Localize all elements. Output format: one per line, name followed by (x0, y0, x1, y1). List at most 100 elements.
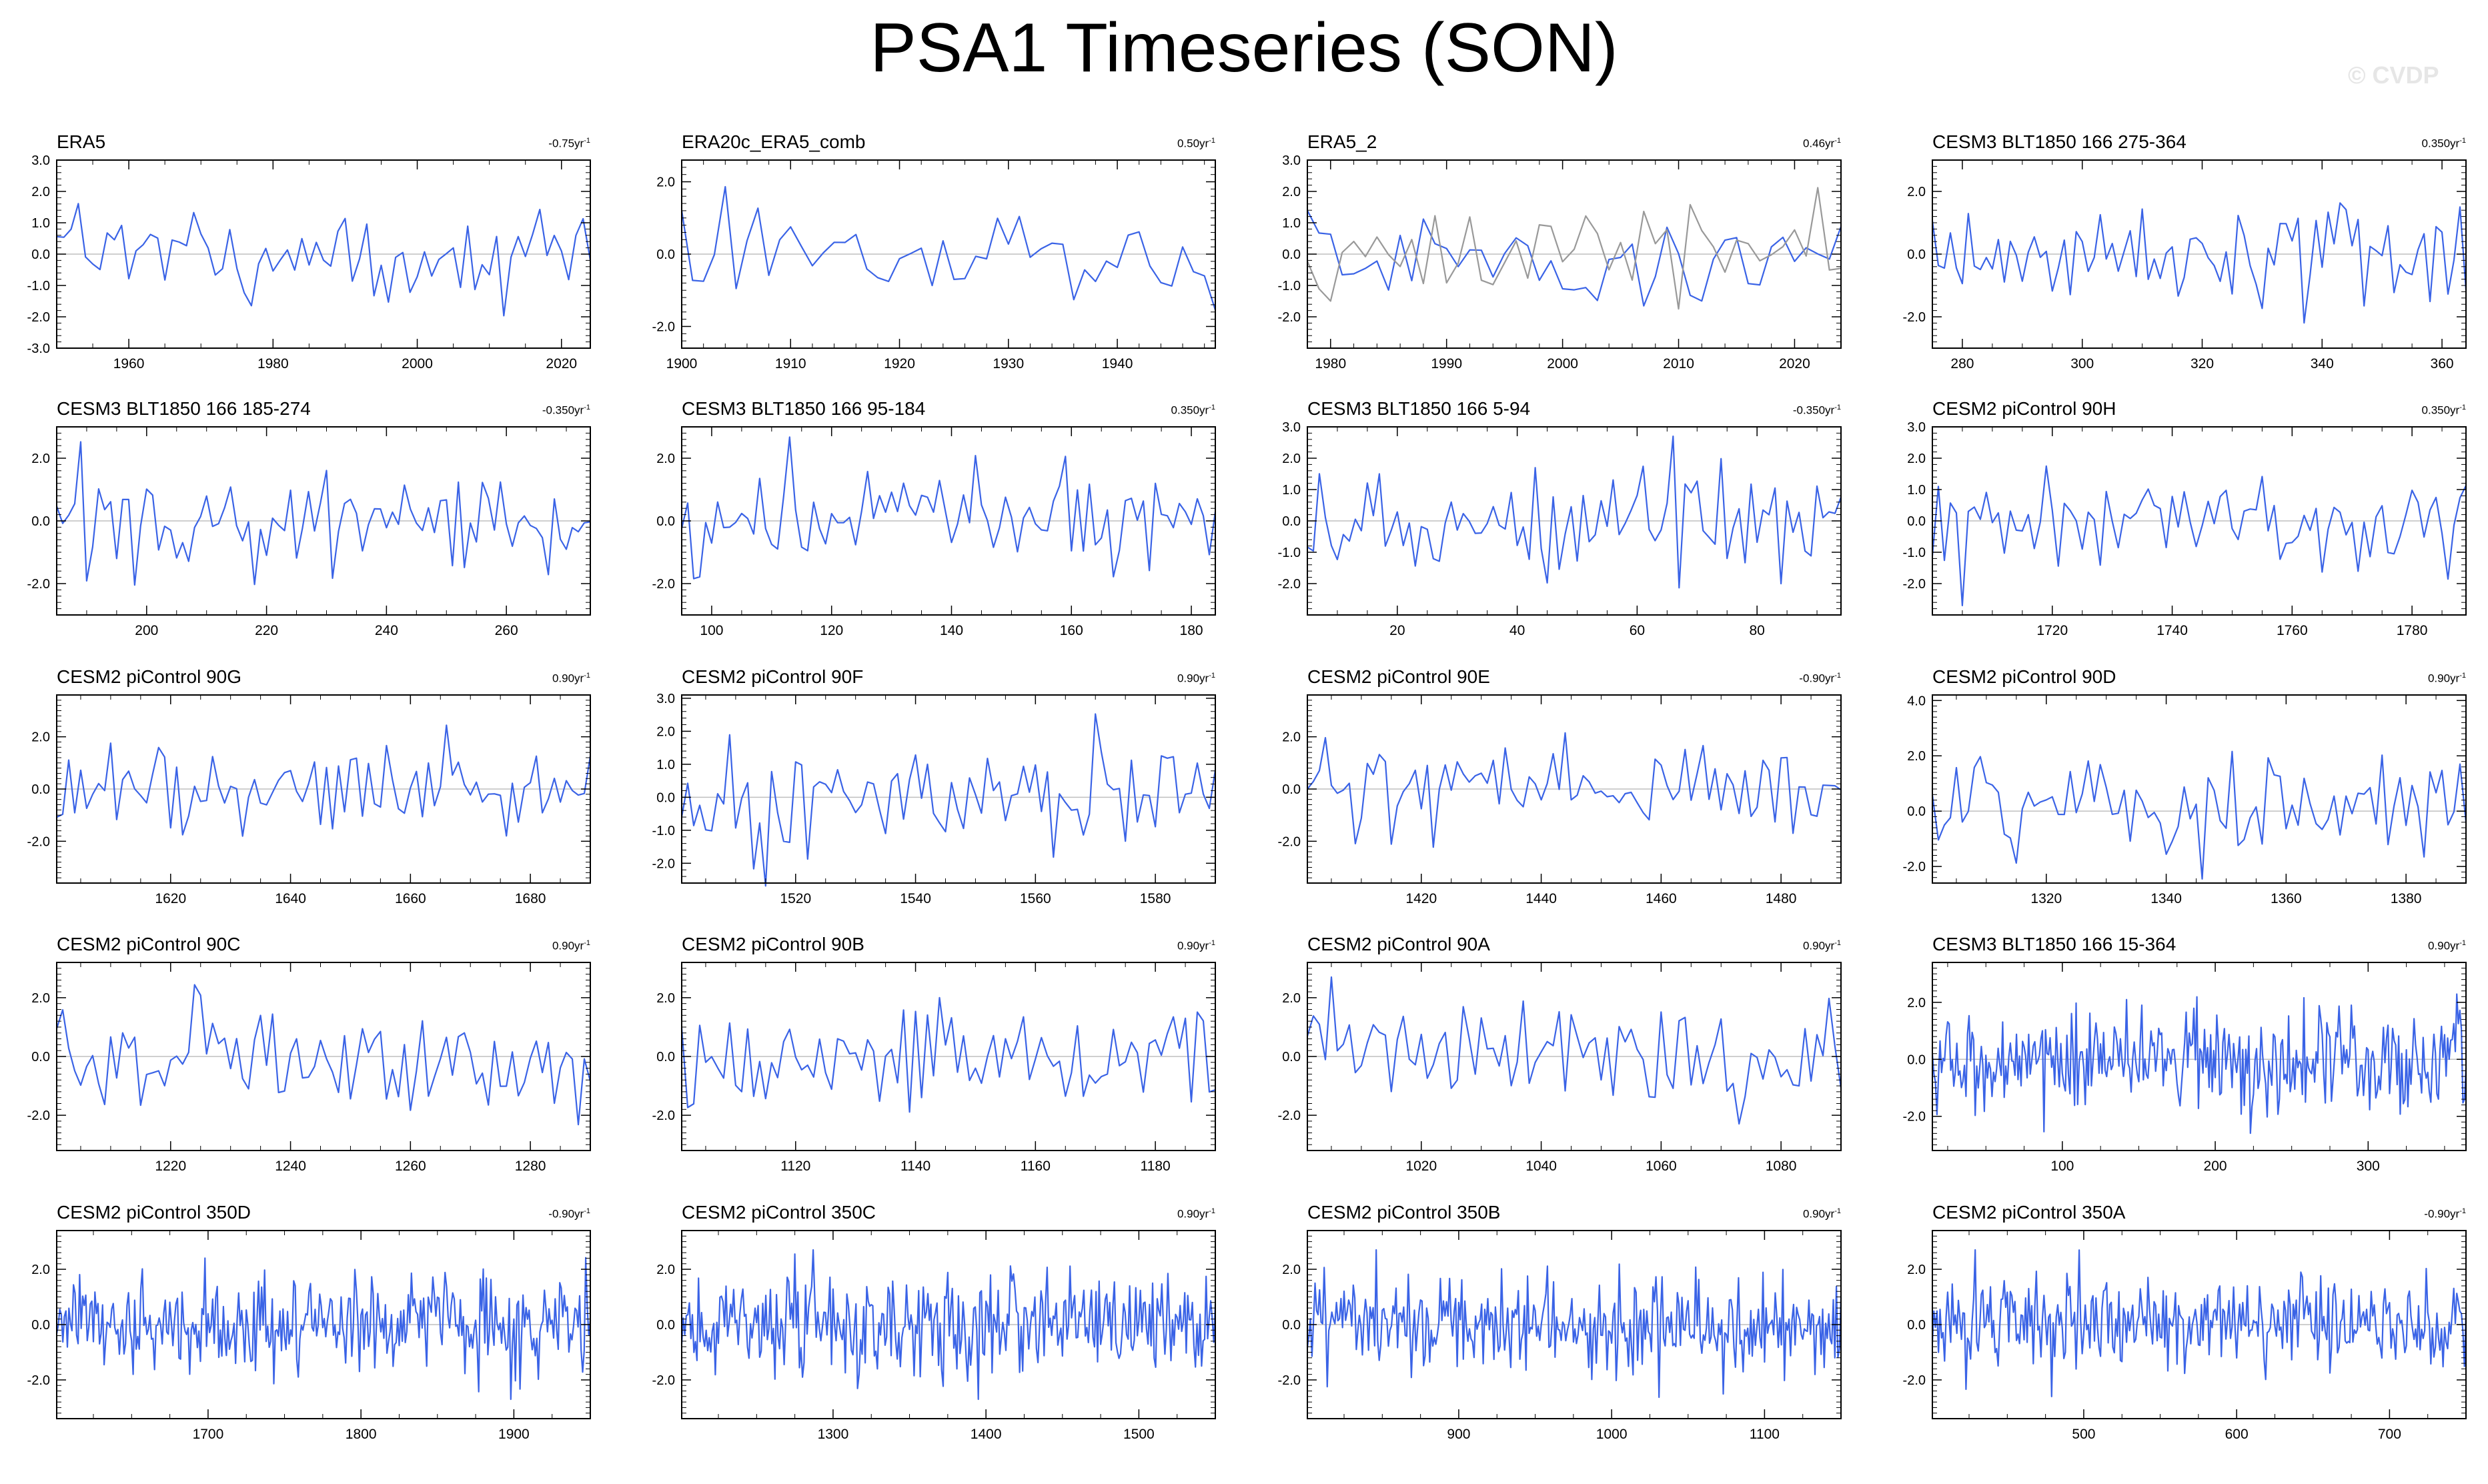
x-tick-label: 1480 (1766, 891, 1797, 906)
y-tick-label: -1.0 (1903, 546, 1926, 560)
y-tick-label: 1.0 (656, 758, 675, 772)
panel-title: CESM3 BLT1850 166 275-364 (1932, 131, 2187, 152)
x-tick-label: 1900 (498, 1427, 530, 1442)
y-tick-label: 0.0 (1907, 804, 1926, 819)
series-line (1931, 993, 2467, 1135)
series-line (680, 436, 1217, 580)
panel-plot: -2.0 -1.0 0.0 1.0 2.0 3.0 1980 1990 2000 2010 2020 (1278, 153, 1842, 372)
x-tick-label: 1920 (884, 356, 915, 372)
panel-plot: -2.0 -1.0 0.0 1.0 2.0 3.0 1720 1740 1760 1780 (1903, 420, 2467, 638)
series-line (1307, 732, 1842, 848)
trend-exponent: -1 (1209, 672, 1215, 680)
x-tick-label: 60 (1630, 623, 1645, 638)
x-tick-label: 2000 (402, 356, 433, 372)
x-tick-label: 2010 (1663, 356, 1694, 372)
series-line (55, 1257, 592, 1401)
y-tick-label: -2.0 (1903, 1110, 1926, 1125)
y-tick-label: -1.0 (652, 824, 675, 838)
panel-trend: 0.90yr-1 (552, 668, 590, 686)
y-tick-label: 0.0 (31, 247, 50, 262)
chart-panel: CESM3 BLT1850 166 5-94 -0.350yr-1 -2.0 -1.0… (1278, 398, 1842, 638)
series-line (1307, 209, 1842, 307)
series-line (680, 713, 1217, 887)
panel-trend: 0.50yr-1 (1177, 133, 1215, 151)
x-tick-label: 1940 (1102, 356, 1133, 372)
trend-value: -0.90yr (1799, 672, 1835, 685)
y-tick-label: -2.0 (1278, 1108, 1301, 1123)
x-tick-label: 1760 (2277, 623, 2308, 638)
panel-title: CESM2 piControl 90A (1307, 934, 1490, 954)
series-line (1931, 202, 2467, 324)
x-tick-label: 1720 (2036, 623, 2068, 638)
x-tick-label: 1380 (2391, 891, 2422, 906)
trend-exponent: -1 (1834, 672, 1841, 680)
y-tick-label: 0.0 (1907, 1318, 1926, 1333)
x-tick-label: 300 (2357, 1159, 2380, 1174)
y-tick-label: 0.0 (1907, 247, 1926, 262)
panel-title: ERA5_2 (1307, 131, 1377, 152)
panel-title: CESM2 piControl 90H (1932, 398, 2116, 419)
y-tick-label: -2.0 (1278, 1373, 1301, 1388)
y-tick-label: -2.0 (652, 1373, 675, 1388)
y-tick-label: 0.0 (31, 1318, 50, 1333)
panel-title: CESM2 piControl 350A (1932, 1202, 2126, 1223)
y-tick-label: -2.0 (27, 1108, 50, 1123)
x-tick-label: 1400 (971, 1427, 1002, 1442)
series-line (1931, 750, 2467, 880)
y-tick-label: -2.0 (1278, 310, 1301, 325)
x-tick-label: 2000 (1547, 356, 1578, 372)
y-tick-label: -2.0 (652, 856, 675, 871)
panel-plot: -3.0 -2.0 -1.0 0.0 1.0 2.0 3.0 1960 1980 2000 2020 (27, 153, 592, 372)
panel-title: CESM2 piControl 90G (57, 666, 242, 687)
x-tick-label: 200 (2204, 1159, 2227, 1174)
x-tick-label: 1280 (515, 1159, 546, 1174)
panel-plot: -2.0 0.0 2.0 200 220 240 260 (27, 426, 591, 638)
y-tick-label: 0.0 (656, 514, 675, 529)
x-tick-label: 1300 (818, 1427, 849, 1442)
x-tick-label: 1660 (395, 891, 426, 906)
chart-panel: CESM2 piControl 90G 0.90yr-1 -2.0 0.0 2.0 162… (27, 666, 592, 906)
x-tick-label: 1980 (1315, 356, 1346, 372)
panel-trend: 0.350yr-1 (2422, 400, 2466, 418)
panel-title: CESM2 piControl 350B (1307, 1202, 1501, 1223)
x-tick-label: 1520 (780, 891, 811, 906)
panel-title: ERA5 (57, 131, 106, 152)
trend-exponent: -1 (2459, 404, 2466, 412)
trend-exponent: -1 (1209, 137, 1215, 145)
series-line (1307, 436, 1842, 589)
panel-plot: -2.0 0.0 2.0 1420 1440 1460 1480 (1278, 694, 1842, 906)
panel-plot: -2.0 0.0 2.0 500 600 700 (1903, 1230, 2467, 1442)
trend-exponent: -1 (2459, 1207, 2466, 1215)
panel-plot: -2.0 0.0 2.0 1220 1240 1260 1280 (27, 962, 592, 1174)
comparison-series-line (1306, 187, 1842, 310)
y-tick-label: 0.0 (1282, 247, 1301, 262)
panel-trend: 0.90yr-1 (1177, 1204, 1215, 1222)
panel-title: CESM2 piControl 90D (1932, 666, 2116, 687)
panel-trend: 0.90yr-1 (2428, 936, 2466, 954)
panel-trend: 0.90yr-1 (1803, 936, 1841, 954)
y-tick-label: -1.0 (1278, 546, 1301, 560)
plot-frame (1932, 694, 2467, 884)
x-tick-label: 100 (2050, 1159, 2074, 1174)
y-tick-label: 3.0 (656, 692, 675, 706)
plot-frame (681, 694, 1216, 884)
trend-value: 0.90yr (1177, 1207, 1209, 1221)
trend-exponent: -1 (1834, 137, 1841, 145)
x-tick-label: 1800 (346, 1427, 377, 1442)
y-tick-label: 2.0 (1282, 452, 1301, 466)
y-tick-label: 2.0 (656, 991, 675, 1006)
x-tick-label: 100 (700, 623, 723, 638)
panel-plot: -2.0 0.0 2.0 900 1000 1100 (1278, 1230, 1842, 1442)
x-tick-label: 340 (2311, 356, 2334, 372)
trend-value: 0.50yr (1177, 137, 1209, 150)
y-tick-label: -1.0 (1278, 279, 1301, 293)
panel-plot: -2.0 0.0 2.0 4.0 1320 1340 1360 1380 (1903, 694, 2467, 906)
series-line (680, 996, 1216, 1113)
trend-exponent: -1 (584, 939, 590, 947)
y-tick-label: -2.0 (652, 319, 675, 334)
chart-panel: ERA5 -0.75yr-1 -3.0 -2.0 -1.0 0.0 1.0 2.0 3.0 196… (27, 131, 592, 372)
y-tick-label: 3.0 (1282, 153, 1301, 168)
panel-title: CESM3 BLT1850 166 95-184 (682, 398, 926, 419)
chart-panel: CESM2 piControl 90H 0.350yr-1 -2.0 -1.0 0.0 1… (1903, 398, 2467, 638)
panel-plot: -2.0 0.0 2.0 1700 1800 1900 (27, 1230, 592, 1442)
